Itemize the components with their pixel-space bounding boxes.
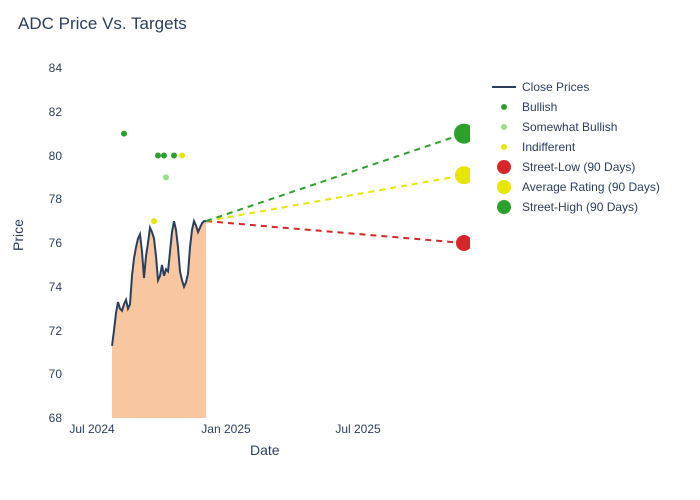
y-tick: 84 <box>32 61 62 75</box>
legend-dot-swatch <box>497 180 511 194</box>
legend-dot-swatch <box>501 124 507 130</box>
street-low-marker <box>456 235 470 251</box>
x-tick: Jan 2025 <box>201 422 250 436</box>
y-tick: 72 <box>32 324 62 338</box>
chart-title: ADC Price Vs. Targets <box>18 14 187 34</box>
y-tick: 68 <box>32 411 62 425</box>
legend-dot-swatch <box>497 160 511 174</box>
legend-label: Close Prices <box>522 80 589 94</box>
average-marker <box>455 166 470 184</box>
legend-item[interactable]: Street-Low (90 Days) <box>490 158 660 175</box>
y-tick: 80 <box>32 149 62 163</box>
legend-label: Street-Low (90 Days) <box>522 160 635 174</box>
bullish-point <box>155 153 161 159</box>
somewhat-bullish-point <box>163 174 169 180</box>
chart-container: ADC Price Vs. Targets Price Date 68 70 72 7… <box>0 0 700 500</box>
legend-item[interactable]: Average Rating (90 Days) <box>490 178 660 195</box>
legend: Close Prices Bullish Somewhat Bullish Indif… <box>490 78 660 218</box>
legend-label: Average Rating (90 Days) <box>522 180 660 194</box>
legend-label: Bullish <box>522 100 557 114</box>
y-tick: 82 <box>32 105 62 119</box>
indifferent-point <box>151 218 157 224</box>
bullish-point <box>171 153 177 159</box>
x-tick: Jul 2025 <box>335 422 380 436</box>
street-high-line <box>206 134 464 222</box>
legend-item[interactable]: Street-High (90 Days) <box>490 198 660 215</box>
y-tick: 78 <box>32 192 62 206</box>
legend-dot-swatch <box>501 144 507 150</box>
legend-dot-swatch <box>501 104 507 110</box>
street-low-line <box>206 221 464 243</box>
legend-item[interactable]: Indifferent <box>490 138 660 155</box>
street-high-marker <box>454 124 470 144</box>
average-line <box>206 175 464 221</box>
plot-svg <box>70 68 470 418</box>
x-tick: Jul 2024 <box>69 422 114 436</box>
y-tick: 70 <box>32 367 62 381</box>
legend-line-swatch <box>492 86 516 88</box>
x-axis-label: Date <box>250 442 280 458</box>
price-area <box>112 221 206 418</box>
y-tick: 76 <box>32 236 62 250</box>
legend-label: Street-High (90 Days) <box>522 200 638 214</box>
legend-dot-swatch <box>497 200 511 214</box>
bullish-point <box>161 153 167 159</box>
y-tick: 74 <box>32 280 62 294</box>
legend-item[interactable]: Close Prices <box>490 78 660 95</box>
legend-label: Indifferent <box>522 140 575 154</box>
legend-label: Somewhat Bullish <box>522 120 617 134</box>
y-axis-label: Price <box>10 219 26 251</box>
bullish-point <box>121 131 127 137</box>
legend-item[interactable]: Bullish <box>490 98 660 115</box>
legend-item[interactable]: Somewhat Bullish <box>490 118 660 135</box>
indifferent-point <box>179 153 185 159</box>
